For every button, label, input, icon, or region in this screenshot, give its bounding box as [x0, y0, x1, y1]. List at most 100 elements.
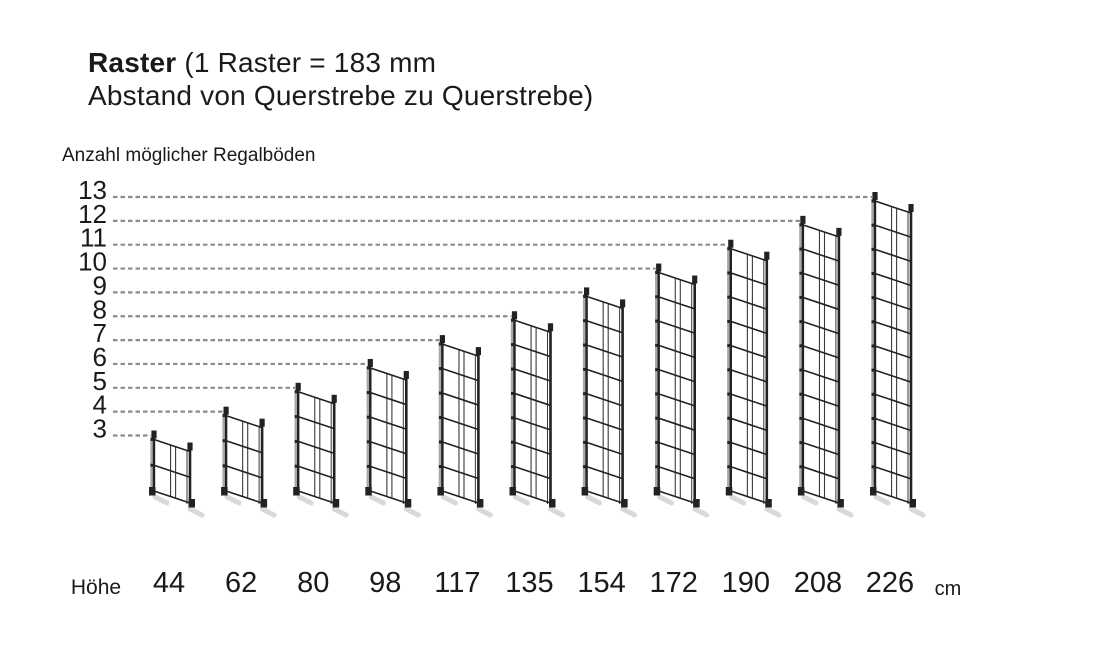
hoehe-value-62: 62 [225, 567, 257, 599]
crossbar-bracket-8 [583, 465, 587, 469]
ytick-label-11: 11 [80, 223, 107, 253]
left-post-cap [656, 263, 662, 272]
crossbar-9 [802, 417, 840, 432]
shadow-right [620, 506, 638, 518]
crossbar-3 [658, 320, 695, 334]
crossbar-1 [802, 224, 840, 238]
crossbar-bracket-3 [222, 464, 227, 468]
shelf-frame-117 [437, 335, 493, 518]
right-post-cap [692, 275, 698, 284]
crossbar-bracket-7 [655, 416, 659, 420]
crossbar-bracket-2 [871, 223, 875, 227]
crossbar-9 [658, 465, 695, 480]
ytick-label-7: 7 [93, 318, 107, 348]
crossbar-bracket-11 [799, 465, 803, 469]
crossbar-5 [730, 344, 768, 359]
shadow-left [729, 494, 747, 506]
ytick-label-10: 10 [78, 247, 107, 277]
crossbar-8 [874, 369, 912, 383]
crossbar-2 [153, 464, 191, 479]
shadow-left [296, 494, 314, 506]
crossbar-bracket-1 [799, 223, 803, 227]
crossbar-bracket-1 [511, 318, 515, 322]
crossbar-4 [658, 344, 695, 359]
crossbar-2 [370, 391, 407, 406]
left-foot [293, 487, 300, 496]
ytick-label-5: 5 [93, 366, 107, 396]
crossbar-bracket-8 [655, 440, 659, 444]
left-foot [437, 487, 444, 496]
crossbar-5 [442, 441, 479, 455]
crossbar-3 [514, 368, 551, 382]
crossbar-5 [586, 392, 623, 407]
crossbar-bracket-3 [438, 391, 443, 395]
crossbar-bracket-1 [871, 199, 875, 203]
crossbar-5 [874, 296, 912, 311]
shadow-left [513, 494, 530, 506]
hoehe-value-117: 117 [434, 567, 480, 599]
crossbar-bracket-1 [222, 414, 227, 418]
shelf-frame-62 [221, 406, 277, 518]
crossbar-bracket-1 [294, 390, 299, 394]
hoehe-value-226: 226 [866, 567, 914, 599]
crossbar-2 [874, 224, 912, 238]
shadow-right [836, 506, 854, 518]
crossbar-bracket-1 [727, 247, 731, 251]
crossbar-bracket-3 [871, 247, 875, 251]
crossbar-bracket-4 [511, 391, 515, 395]
crossbar-3 [370, 416, 407, 430]
left-post-cap [872, 192, 878, 200]
crossbar-2 [802, 248, 840, 262]
hoehe-value-98: 98 [369, 567, 401, 599]
shelf-frame-44 [149, 430, 205, 518]
crossbar-bracket-3 [583, 343, 587, 347]
crossbar-bracket-2 [799, 247, 803, 251]
crossbar-bracket-4 [366, 440, 371, 444]
crossbar-2 [730, 272, 768, 286]
y-axis-label: Anzahl möglicher Regalböden [62, 145, 316, 166]
shadow-left [152, 494, 170, 506]
crossbar-8 [586, 465, 623, 480]
crossbar-1 [370, 367, 407, 381]
crossbar-11 [730, 490, 768, 504]
crossbar-bracket-4 [294, 464, 299, 468]
shelf-frame-80 [293, 382, 349, 518]
left-foot [725, 487, 733, 496]
right-foot [909, 499, 916, 508]
crossbar-4 [514, 392, 551, 407]
crossbar-3 [586, 344, 623, 358]
crossbar-12 [874, 466, 912, 480]
crossbar-bracket-2 [222, 439, 227, 443]
right-post-cap [908, 204, 914, 212]
crossbar-bracket-1 [366, 366, 371, 370]
crossbar-3 [442, 392, 479, 406]
crossbar-2 [225, 440, 263, 454]
left-foot [581, 487, 589, 496]
title-line2: Abstand von Querstrebe zu Querstrebe) [88, 80, 594, 111]
right-foot [404, 499, 412, 508]
crossbar-bracket-10 [727, 465, 731, 469]
ytick-label-8: 8 [93, 294, 107, 324]
crossbar-10 [874, 417, 912, 432]
crossbar-4 [370, 441, 407, 455]
crossbar-7 [802, 369, 840, 383]
crossbar-4 [586, 368, 623, 383]
right-foot [476, 499, 484, 508]
left-foot [365, 487, 372, 496]
crossbar-7 [514, 465, 551, 480]
crossbar-bracket-6 [871, 320, 875, 324]
shadow-right [259, 506, 277, 518]
hoehe-value-172: 172 [650, 567, 698, 599]
crossbar-1 [874, 200, 912, 214]
crossbar-bracket-6 [799, 344, 803, 348]
crossbar-bracket-9 [727, 441, 731, 445]
shadow-left [657, 494, 675, 506]
crossbar-bracket-10 [871, 417, 875, 420]
crossbar-7 [658, 417, 695, 431]
left-foot [870, 487, 877, 496]
crossbar-1 [153, 438, 191, 453]
shadow-right [403, 506, 421, 518]
crossbar-1 [442, 343, 479, 357]
crossbar-8 [730, 417, 768, 432]
